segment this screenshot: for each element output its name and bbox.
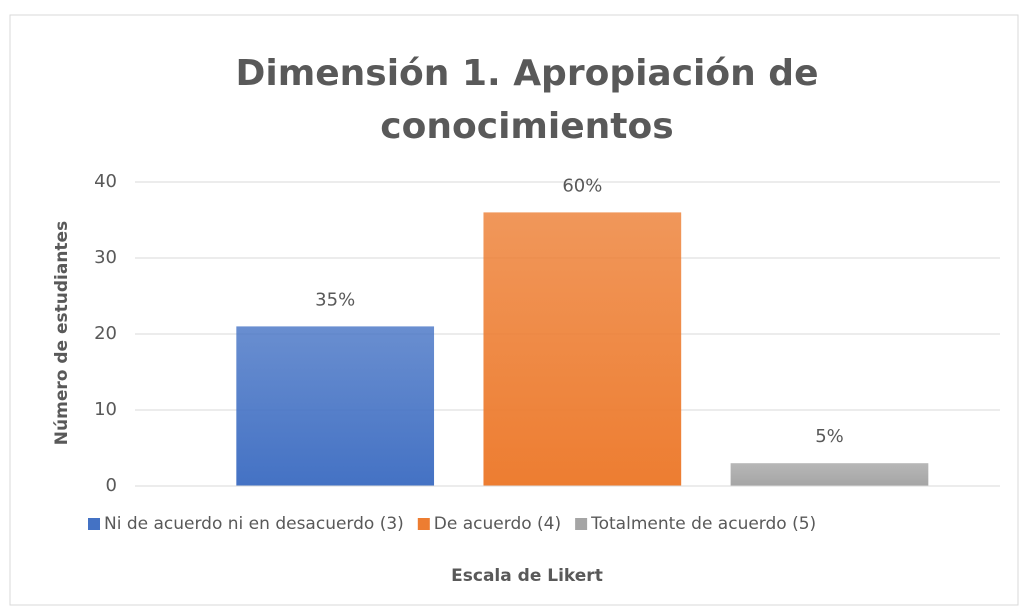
y-tick-label: 20 bbox=[94, 323, 117, 344]
legend-swatch bbox=[88, 518, 100, 530]
x-axis-title: Escala de Likert bbox=[451, 566, 603, 586]
y-tick-label: 40 bbox=[94, 171, 117, 192]
y-tick-label: 30 bbox=[94, 247, 117, 268]
bar bbox=[236, 326, 435, 486]
legend-label: Totalmente de acuerdo (5) bbox=[590, 514, 816, 534]
y-axis-title: Número de estudiantes bbox=[52, 221, 72, 445]
data-label: 5% bbox=[815, 426, 844, 447]
bar bbox=[730, 463, 929, 486]
y-tick-label: 0 bbox=[106, 475, 117, 496]
data-label: 60% bbox=[562, 175, 602, 196]
chart-title: Dimensión 1. Apropiación de bbox=[236, 53, 819, 94]
legend-swatch bbox=[575, 518, 588, 530]
data-label: 35% bbox=[315, 289, 355, 310]
legend-label: Ni de acuerdo ni en desacuerdo (3) bbox=[104, 514, 404, 534]
legend-label: De acuerdo (4) bbox=[434, 514, 561, 534]
legend-swatch bbox=[417, 518, 430, 530]
y-tick-label: 10 bbox=[94, 399, 117, 420]
bar bbox=[483, 212, 682, 486]
chart-title: conocimientos bbox=[380, 106, 673, 147]
